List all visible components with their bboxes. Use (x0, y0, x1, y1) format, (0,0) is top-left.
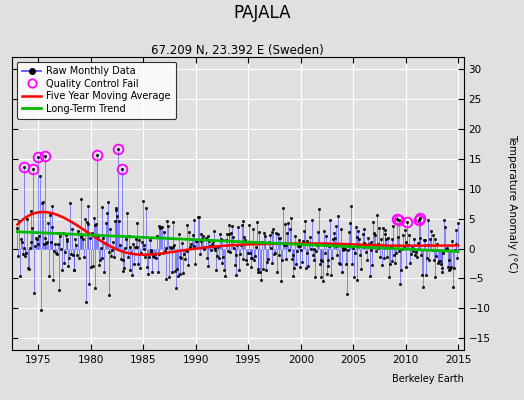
Legend: Raw Monthly Data, Quality Control Fail, Five Year Moving Average, Long-Term Tren: Raw Monthly Data, Quality Control Fail, … (17, 62, 176, 118)
Text: Berkeley Earth: Berkeley Earth (391, 374, 464, 384)
Y-axis label: Temperature Anomaly (°C): Temperature Anomaly (°C) (507, 134, 517, 273)
Title: 67.209 N, 23.392 E (Sweden): 67.209 N, 23.392 E (Sweden) (151, 44, 324, 57)
Text: PAJALA: PAJALA (233, 4, 291, 22)
